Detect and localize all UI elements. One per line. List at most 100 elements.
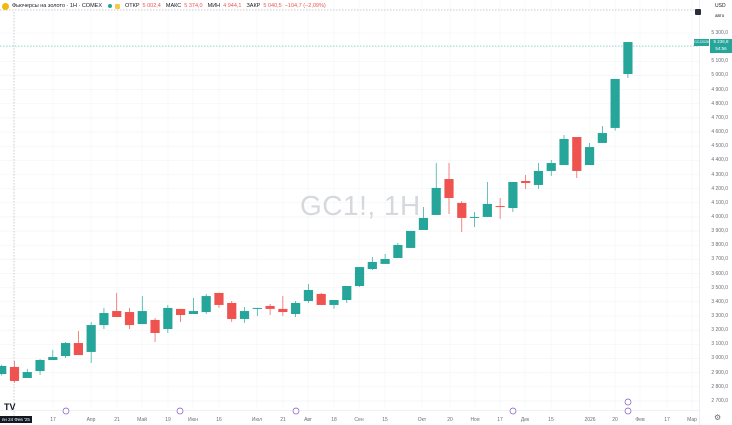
- time-tick-label: Авг: [304, 417, 312, 423]
- candle-down: [112, 311, 122, 317]
- event-marker-icon[interactable]: [62, 407, 70, 415]
- time-tick-label: Фев: [635, 417, 645, 423]
- event-marker-icon[interactable]: [624, 398, 632, 406]
- low-value: 4 944,1: [223, 3, 242, 9]
- close-value: 5 040,5: [263, 3, 282, 9]
- open-value: 5 002,4: [142, 3, 161, 9]
- time-tick-label: 18: [331, 417, 337, 423]
- open-label: ОТКР: [125, 3, 140, 9]
- candle-down: [278, 308, 288, 313]
- price-tick-label: 3 300,0: [711, 313, 728, 319]
- event-marker-icon[interactable]: [509, 407, 517, 415]
- candle-down: [227, 302, 237, 319]
- candle-up: [623, 42, 633, 75]
- symbol-price-label: GCJ2026: [694, 39, 709, 46]
- candle-up: [418, 217, 429, 230]
- scale-mode-selector[interactable]: авто: [715, 13, 725, 18]
- candle-up: [163, 307, 173, 330]
- time-tick-label: Май: [137, 417, 147, 423]
- candle-up: [0, 365, 7, 375]
- candle-up: [469, 216, 480, 218]
- candle-up: [22, 372, 32, 378]
- candle-up: [342, 286, 352, 301]
- time-tick-label: 20: [612, 417, 618, 423]
- time-tick-label: Мар: [687, 417, 697, 423]
- price-tick-label: 2 800,0: [711, 383, 728, 390]
- price-tick-label: 3 400,0: [711, 298, 728, 305]
- candle-up: [86, 325, 96, 352]
- candle-down: [495, 206, 505, 208]
- price-tick-label: 5 300,0: [711, 30, 728, 36]
- candle-up: [597, 133, 607, 143]
- price-tick-label: 4 300,0: [711, 171, 728, 178]
- time-tick-label: Июн: [187, 417, 199, 423]
- candle-down: [572, 137, 582, 171]
- candle-down: [73, 343, 83, 356]
- high-value: 5 374,0: [184, 3, 203, 9]
- price-tick-label: 4 700,0: [711, 114, 728, 121]
- candle-up: [354, 267, 365, 287]
- candle-up: [546, 163, 556, 171]
- candle-down: [316, 293, 326, 305]
- bar-countdown: 54:56: [715, 45, 727, 51]
- price-tick-label: 2 700,0: [711, 397, 728, 404]
- settings-gear-icon[interactable]: ⚙: [714, 413, 722, 422]
- change-value: −104,7 (−2,09%): [284, 3, 326, 9]
- time-tick-label: 19: [165, 417, 171, 423]
- candle-up: [252, 307, 262, 309]
- candle-up: [61, 343, 71, 357]
- candle-down: [124, 312, 135, 326]
- price-tick-label: 3 900,0: [711, 228, 728, 235]
- time-tick-label: 15: [548, 417, 554, 423]
- candle-up: [291, 302, 301, 315]
- price-tick-label: 3 800,0: [711, 242, 728, 249]
- time-tick-label: Апр: [86, 417, 96, 423]
- last-price-label: 5 236,8 54:56: [710, 39, 732, 53]
- candle-up: [559, 138, 569, 166]
- crosshair-date-label: пн 24 Фев '25: [0, 416, 32, 423]
- price-tick-label: 2 900,0: [711, 369, 728, 376]
- price-tick-label: 3 200,0: [711, 327, 728, 334]
- price-tick-label: 4 000,0: [711, 213, 728, 220]
- price-tick-label: 5 000,0: [711, 72, 728, 79]
- market-status-icon: [108, 4, 112, 8]
- screenshot-button[interactable]: [695, 9, 701, 15]
- time-tick-label: Окт: [417, 417, 427, 423]
- time-tick-label: Сен: [354, 417, 364, 423]
- candle-up: [482, 203, 492, 217]
- price-tick-label: 3 600,0: [711, 270, 728, 277]
- candle-up: [508, 181, 518, 209]
- symbol-watermark: GC1!, 1H: [300, 190, 421, 221]
- price-tick-label: 4 800,0: [711, 100, 728, 107]
- candle-down: [521, 181, 531, 183]
- time-tick-label: 17: [664, 417, 670, 423]
- time-tick-label: Июл: [251, 417, 263, 423]
- chart-legend: Фьючерсы на золото · 1Н · COMEX ОТКР 5 00…: [2, 1, 326, 11]
- time-tick-label: 17: [497, 417, 503, 423]
- time-tick-label: 21: [114, 417, 120, 423]
- candle-up: [137, 311, 147, 325]
- price-tick-label: 3 700,0: [711, 256, 728, 263]
- event-marker-icon[interactable]: [292, 407, 300, 415]
- tradingview-logo[interactable]: TV: [4, 402, 16, 412]
- candle-up: [188, 311, 198, 315]
- candle-up: [329, 300, 339, 305]
- time-tick-label: 17: [50, 417, 56, 423]
- currency-selector[interactable]: USD: [715, 3, 726, 9]
- price-tick-label: 3 100,0: [711, 341, 728, 348]
- event-marker-icon[interactable]: [176, 407, 184, 415]
- price-tick-label: 4 400,0: [711, 157, 728, 164]
- candle-up: [239, 311, 250, 319]
- candle-down: [150, 319, 160, 333]
- candle-up: [610, 78, 620, 128]
- candle-up: [533, 170, 544, 185]
- candle-up: [406, 230, 416, 248]
- price-tick-label: 4 200,0: [711, 185, 728, 192]
- price-tick-label: 4 600,0: [711, 129, 728, 136]
- candle-up: [48, 357, 58, 361]
- symbol-title[interactable]: Фьючерсы на золото · 1Н · COMEX: [12, 3, 102, 9]
- price-tick-label: 4 900,0: [711, 86, 728, 93]
- event-marker-icon[interactable]: [624, 407, 632, 415]
- candle-up: [99, 313, 109, 326]
